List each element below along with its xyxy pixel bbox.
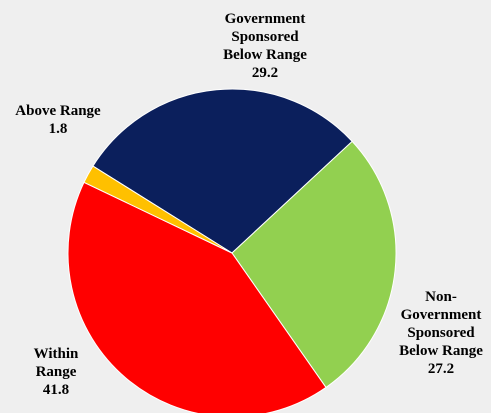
label-non-government-sponsored-below-range: Non- Government Sponsored Below Range 27… — [393, 288, 489, 378]
slice-above-range — [83, 165, 233, 254]
value-government-sponsored-below-range: 29.2 — [251, 65, 279, 81]
label-above-range: Above Range 1.8 — [8, 102, 108, 138]
label-government-sponsored-below-range: Government Sponsored Below Range 29.2 — [210, 10, 320, 82]
slice-government-sponsored-below-range — [92, 88, 353, 254]
value-non-government-sponsored-below-range: 27.2 — [427, 361, 455, 377]
slice-within-range — [67, 181, 327, 413]
value-within-range: 41.8 — [42, 382, 70, 398]
slice-non-government-sponsored-below-range — [231, 140, 397, 389]
label-within-range: Within Range 41.8 — [22, 345, 90, 399]
value-above-range: 1.8 — [48, 121, 68, 137]
